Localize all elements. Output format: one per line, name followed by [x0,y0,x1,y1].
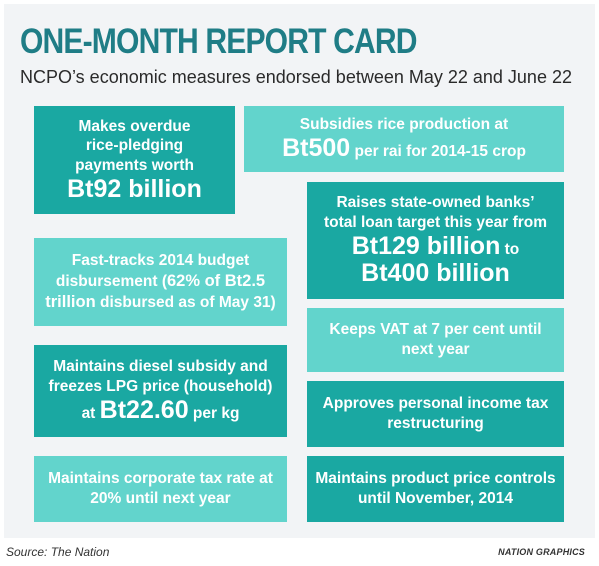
card-text: Maintains corporate tax rate at 20% unti… [48,470,273,507]
card-corporate-tax: Maintains corporate tax rate at 20% unti… [34,456,287,522]
graphics-credit: NATION GRAPHICS [498,547,585,557]
page-title: ONE-MONTH REPORT CARD [20,22,418,61]
card-bank-loans: Raises state-owned banks’ total loan tar… [307,182,564,299]
card-text-line: rice-pledging [85,137,184,155]
card-amount: Bt500 [282,134,351,163]
card-text-suffix: disbursed as of May 31) [95,293,276,311]
card-text: Maintains product price controls until N… [315,470,556,507]
card-amount-row: at Bt22.60 per kg [81,396,240,425]
card-text-suffix: per rai for 2014-15 crop [350,143,526,161]
card-amount: Bt22.60 [99,396,189,425]
card-text-prefix: at [81,405,100,423]
card-vat: Keeps VAT at 7 per cent until next year [307,308,564,372]
card-text-line: Makes overdue [78,117,191,135]
card-text-line: Subsidies rice production at [299,116,509,134]
card-budget: Fast-tracks 2014 budget disbursement (62… [34,238,287,326]
card-joiner: to [500,240,520,258]
card-amount-row: Bt129 billion to [351,231,520,261]
source-note: Source: The Nation [6,545,110,559]
card-text: Keeps VAT at 7 per cent until next year [329,321,542,358]
card-text-line: freezes LPG price (household) [48,378,273,396]
card-text-line: total loan target this year from [323,214,548,231]
card-text: Fast-tracks 2014 budget disbursement (62… [40,251,281,313]
subtitle: NCPO’s economic measures endorsed betwee… [20,67,572,87]
card-text-prefix: Fast-tracks 2014 budget disbursement ( [55,251,250,290]
card-text-line: Raises state-owned banks’ [336,194,535,212]
report-card-panel: ONE-MONTH REPORT CARD NCPO’s economic me… [4,4,595,538]
card-text-line: Maintains diesel subsidy and [53,358,268,376]
card-text: Approves personal income tax restructuri… [322,395,549,432]
card-diesel: Maintains diesel subsidy and freezes LPG… [34,345,287,437]
card-amount-to: Bt400 billion [361,259,510,288]
card-text-suffix: per kg [188,405,240,423]
card-rice-subsidy: Subsidies rice production at Bt500 per r… [244,106,564,172]
card-income-tax: Approves personal income tax restructuri… [307,381,564,447]
card-highlight: 62% of Bt2.5 trillion [45,271,266,311]
card-price-controls: Maintains product price controls until N… [307,456,564,522]
card-amount-from: Bt129 billion [351,231,501,260]
card-amount-row: Bt500 per rai for 2014-15 crop [282,134,526,163]
card-rice-pledging: Makes overdue rice-pledging payments wor… [34,106,235,214]
card-text-line: payments worth [75,157,194,175]
card-amount: Bt92 billion [67,174,202,203]
